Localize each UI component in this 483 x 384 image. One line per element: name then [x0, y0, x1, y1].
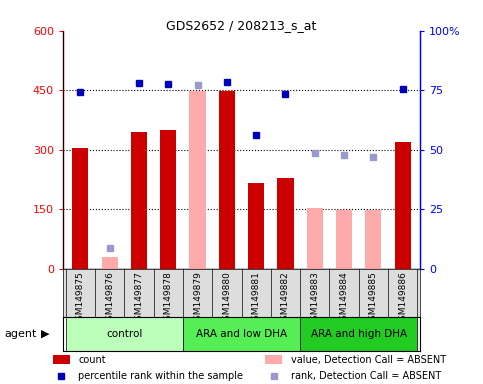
Text: ▶: ▶ [41, 329, 50, 339]
Bar [66, 317, 183, 351]
Text: GSM149885: GSM149885 [369, 271, 378, 326]
Text: GSM149878: GSM149878 [164, 271, 173, 326]
Bar [189, 91, 206, 269]
Text: GSM149880: GSM149880 [222, 271, 231, 326]
Bar [183, 317, 300, 351]
Text: GSM149886: GSM149886 [398, 271, 407, 326]
Text: rank, Detection Call = ABSENT: rank, Detection Call = ABSENT [291, 371, 441, 381]
Text: count: count [78, 354, 106, 364]
Text: GSM149883: GSM149883 [310, 271, 319, 326]
Bar [72, 148, 88, 269]
Text: percentile rank within the sample: percentile rank within the sample [78, 371, 243, 381]
Text: GSM149884: GSM149884 [340, 271, 349, 326]
Text: ARA and high DHA: ARA and high DHA [311, 329, 407, 339]
Bar [101, 257, 118, 269]
Text: GDS2652 / 208213_s_at: GDS2652 / 208213_s_at [166, 19, 317, 32]
Text: GSM149877: GSM149877 [134, 271, 143, 326]
Bar [248, 184, 264, 269]
Bar [219, 91, 235, 269]
Bar [265, 355, 282, 364]
Bar [160, 130, 176, 269]
Bar [307, 209, 323, 269]
Text: control: control [106, 329, 142, 339]
Text: value, Detection Call = ABSENT: value, Detection Call = ABSENT [291, 354, 446, 364]
Bar [131, 132, 147, 269]
Text: GSM149875: GSM149875 [76, 271, 85, 326]
Bar [300, 317, 417, 351]
Text: GSM149882: GSM149882 [281, 271, 290, 326]
Bar [277, 177, 294, 269]
Text: GSM149879: GSM149879 [193, 271, 202, 326]
Bar [395, 142, 411, 269]
Text: GSM149876: GSM149876 [105, 271, 114, 326]
Text: agent: agent [5, 329, 37, 339]
Text: ARA and low DHA: ARA and low DHA [196, 329, 287, 339]
Bar [365, 210, 382, 269]
Text: GSM149881: GSM149881 [252, 271, 261, 326]
Bar [336, 210, 352, 269]
Bar [53, 355, 70, 364]
